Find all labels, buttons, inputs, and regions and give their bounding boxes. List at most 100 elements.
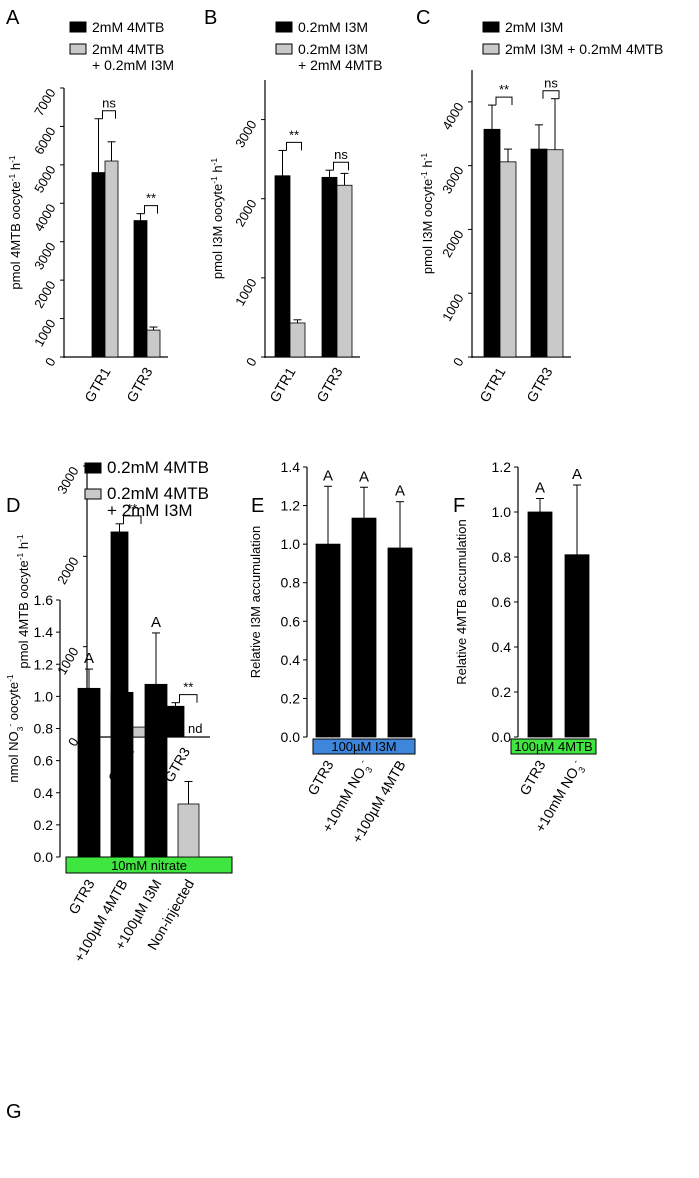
y-tick-label: 0 <box>450 355 467 369</box>
legend-label-line2: + 2mM I3M <box>107 501 193 520</box>
significance-letter: A <box>572 466 582 483</box>
significance-bracket <box>102 110 116 119</box>
y-axis-label: Relative I3M accumulation <box>248 526 263 678</box>
legend-swatch <box>275 21 293 33</box>
significance-label: ** <box>127 501 137 516</box>
bar-GTR1-0 <box>274 175 291 358</box>
y-tick-label: 2000 <box>439 227 466 260</box>
bar-GTR3-0 <box>133 220 148 358</box>
panel-letter-A: A <box>6 7 20 29</box>
treatment-box-label: 100µM 4MTB <box>514 739 592 754</box>
category-label: GTR3 <box>313 364 346 405</box>
treatment-box <box>510 738 597 755</box>
y-tick-label: 1000 <box>54 645 81 678</box>
significance-letter: A <box>395 483 405 500</box>
significance-bracket <box>495 96 513 106</box>
y-tick-label: 6000 <box>31 124 58 157</box>
category-label: GTR1 <box>81 364 114 405</box>
category-label: GTR3 <box>304 757 337 798</box>
y-tick-label: 2000 <box>232 197 259 230</box>
significance-label: ** <box>146 191 156 206</box>
significance-letter: A <box>323 467 333 484</box>
y-tick-label: 4000 <box>439 100 466 133</box>
bar-GTR1-1 <box>289 322 306 358</box>
y-axis-label: pmol I3M oocyte-1 h-1 <box>419 153 435 275</box>
category-label: GTR1 <box>266 364 299 405</box>
bar-+10mM NO3- <box>351 517 377 738</box>
y-tick-label: 1000 <box>439 291 466 324</box>
bar-GTR3 <box>77 687 101 858</box>
bar-GTR1-1 <box>104 160 119 358</box>
y-axis-label: nmol NO3- oocyte-1 <box>5 674 25 783</box>
y-tick-label: 0.0 <box>34 849 54 865</box>
y-tick-label: 2000 <box>54 554 81 587</box>
legend-label: 0.2mM I3M <box>298 41 368 57</box>
significance-bracket <box>333 161 349 171</box>
bar-GTR3-1 <box>146 329 161 358</box>
bar-GTR3-0 <box>321 176 338 358</box>
y-tick-label: 0.8 <box>34 721 54 737</box>
legend-label: 2mM I3M + 0.2mM 4MTB <box>505 41 663 57</box>
y-axis-label: pmol 4MTB oocyte-1 h-1 <box>7 155 23 290</box>
y-tick-label: 1.6 <box>34 592 54 608</box>
y-tick-label: 0.0 <box>281 729 301 745</box>
legend-label: 2mM 4MTB <box>92 41 164 57</box>
panel-letter-C: C <box>416 7 430 29</box>
panel-letter-G: G <box>6 1101 22 1123</box>
category-label: GTR1 <box>476 364 509 405</box>
bar-GTR1-1 <box>499 161 517 358</box>
legend-label-line2: + 0.2mM I3M <box>92 57 174 73</box>
significance-bracket <box>286 141 302 151</box>
y-tick-label: 1.2 <box>492 459 512 475</box>
category-label: GTR3 <box>523 364 556 405</box>
treatment-box-label: 10mM nitrate <box>111 858 187 873</box>
bar-Non-injected <box>177 803 200 858</box>
bar-GTR3-0 <box>166 705 185 738</box>
significance-bracket <box>144 205 158 214</box>
y-tick-label: 1000 <box>31 317 58 350</box>
y-tick-label: 0 <box>42 355 59 369</box>
significance-bracket <box>123 515 142 524</box>
significance-bracket <box>542 90 560 99</box>
y-tick-label: 3000 <box>54 464 81 497</box>
bar-+10mM NO3- <box>564 554 590 738</box>
legend-swatch <box>275 43 293 55</box>
legend-swatch <box>84 462 102 474</box>
significance-letter: A <box>359 468 369 485</box>
significance-letter: A <box>535 480 545 497</box>
y-tick-label: 1.2 <box>281 498 301 514</box>
y-tick-label: 3000 <box>31 240 58 273</box>
y-tick-label: 1.0 <box>34 688 54 704</box>
y-tick-label: 4000 <box>31 201 58 234</box>
significance-label: ** <box>183 680 193 695</box>
y-tick-label: 1.0 <box>492 504 512 520</box>
nd-annotation: nd <box>188 721 202 736</box>
y-tick-label: 0.4 <box>281 652 301 668</box>
significance-letter: A <box>84 650 94 667</box>
y-tick-label: 1.4 <box>281 459 301 475</box>
panel-C: C 0 1000 2000 3000 4000 pmol I3M oocyte-1 h-1 *… <box>416 7 663 405</box>
legend-swatch <box>84 488 102 500</box>
bar-GTR3 <box>315 543 341 738</box>
y-axis-label: pmol 4MTB oocyte-1 h-1 <box>15 534 31 669</box>
panel-letter-D: D <box>6 495 20 517</box>
y-tick-label: 1.4 <box>34 624 54 640</box>
bar-GTR3 <box>527 511 553 738</box>
y-tick-label: 0.0 <box>492 729 512 745</box>
panel-G: G 0.0 0.2 0.4 0.6 0.8 1.0 1.2 1.4 1.6 nmol NO3- oo… <box>5 592 233 1123</box>
y-tick-label: 0.2 <box>281 690 301 706</box>
y-tick-label: 0 <box>243 355 260 369</box>
y-tick-label: 3000 <box>232 118 259 151</box>
legend-label: 0.2mM I3M <box>298 19 368 35</box>
category-label: GTR3 <box>123 364 156 405</box>
y-tick-label: 7000 <box>31 86 58 119</box>
y-tick-label: 0.2 <box>34 817 54 833</box>
y-tick-label: 0.8 <box>492 549 512 565</box>
bar-GTR3-1 <box>336 184 353 358</box>
y-tick-label: 0.6 <box>281 613 301 629</box>
significance-bracket <box>179 694 198 703</box>
legend-label: 0.2mM 4MTB <box>107 484 209 503</box>
y-tick-label: 0.2 <box>492 684 512 700</box>
